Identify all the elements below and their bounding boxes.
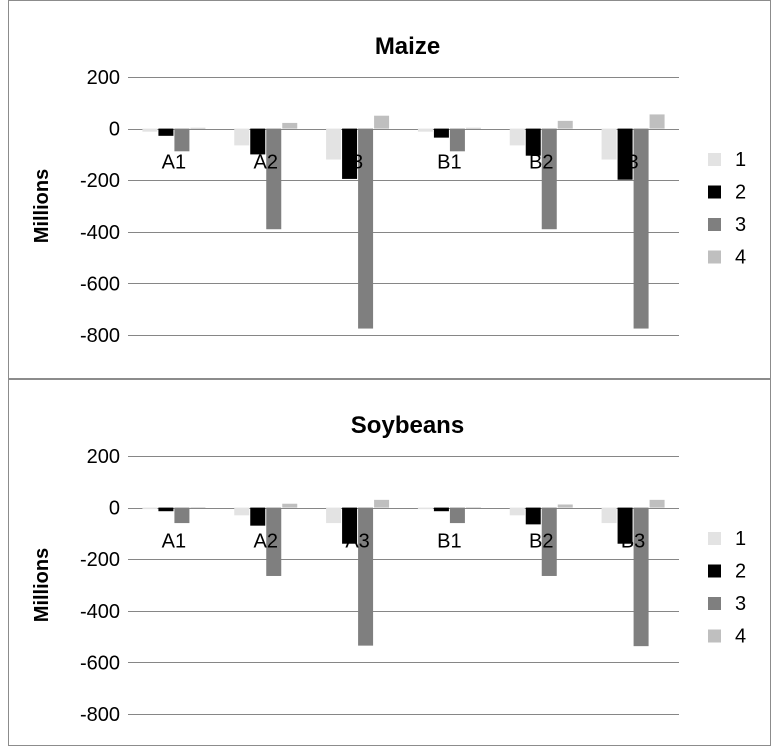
y-tick-label: -800 [80,704,120,726]
maize-chart-panel: 200 0 -200 -400 -600 -800 Maize Millions A1 A2 3 B1… [8,0,771,379]
bar-b1-series-2 [434,508,449,512]
legend-swatch-1 [708,532,721,545]
bar-b1-series-4 [466,507,481,508]
legend-swatch-3 [708,218,721,231]
bar-a2-series-4 [282,123,297,129]
bar-b3-series-1 [602,129,617,160]
category-label: A2 [254,152,278,174]
bar-a2-series-3 [266,129,281,230]
legend-swatch-4 [708,630,721,643]
bar-b2-series-2 [526,508,541,525]
legend-label-1: 1 [735,528,746,550]
category-label: 3 [628,152,639,174]
legend-swatch-3 [708,597,721,610]
y-axis-label: Millions [31,169,53,243]
soybeans-chart-panel: 200 0 -200 -400 -600 -800 Soybeans Millions A1 A2… [8,379,771,746]
bar-a2-series-1 [234,129,249,146]
bar-a3-series-4 [374,116,389,129]
legend-label-3: 3 [735,593,746,615]
category-label: A1 [162,152,186,174]
category-label: B2 [529,531,553,553]
bar-a3-series-4 [374,500,389,508]
category-label: B1 [437,531,461,553]
bar-b3-series-1 [602,508,617,523]
y-tick-label: -600 [80,652,120,674]
legend-label-4: 4 [735,247,746,269]
bar-a2-series-1 [234,508,249,516]
bar-a1-series-1 [142,129,157,132]
legend-label-3: 3 [735,214,746,236]
bar-a1-series-1 [142,508,157,510]
bar-a3-series-3 [358,508,373,646]
bar-a1-series-2 [158,129,173,136]
bar-b2-series-4 [558,505,573,508]
bar-a1-series-3 [174,129,189,152]
category-label: A3 [345,531,369,553]
bar-a1-series-4 [190,507,205,508]
y-tick-label: -200 [80,170,120,192]
y-tick-label: 200 [87,67,120,89]
y-tick-label: -600 [80,273,120,295]
bar-b2-series-1 [510,508,525,516]
bar-b1-series-1 [418,129,433,132]
bar-b1-series-3 [450,129,465,152]
legend-swatch-1 [708,153,721,166]
category-label: B3 [621,531,645,553]
chart-title: Soybeans [351,412,464,439]
category-label: B2 [529,152,553,174]
y-tick-label: -800 [80,325,120,347]
bar-a1-series-3 [174,508,189,523]
bar-a3-series-1 [326,508,341,523]
legend-label-1: 1 [735,149,746,171]
bar-a2-series-2 [250,129,265,155]
bar-b1-series-2 [434,129,449,138]
y-axis-label: Millions [31,548,53,622]
y-tick-label: 0 [109,119,120,141]
y-tick-label: -400 [80,601,120,623]
bar-b3-series-3 [634,508,649,647]
legend-swatch-2 [708,186,721,199]
bar-b1-series-4 [466,128,481,129]
soybeans-chart: 200 0 -200 -400 -600 -800 Soybeans Millions A1 A2… [8,379,771,746]
y-tick-label: -400 [80,222,120,244]
bar-a2-series-2 [250,508,265,526]
legend-swatch-4 [708,251,721,264]
bar-b3-series-4 [650,114,665,128]
legend-label-2: 2 [735,561,746,583]
y-tick-label: -200 [80,549,120,571]
bar-b2-series-4 [558,121,573,129]
bar-a1-series-4 [190,128,205,129]
category-label: A2 [254,531,278,553]
bar-b1-series-3 [450,508,465,523]
legend-label-4: 4 [735,626,746,648]
bar-b2-series-1 [510,129,525,146]
category-label: A1 [162,531,186,553]
bar-b2-series-3 [542,129,557,230]
legend-label-2: 2 [735,182,746,204]
bar-b1-series-1 [418,508,433,510]
bar-a1-series-2 [158,508,173,512]
category-label: B1 [437,152,461,174]
bar-b3-series-4 [650,500,665,508]
chart-title: Maize [375,33,440,60]
bar-a2-series-4 [282,504,297,508]
maize-chart: 200 0 -200 -400 -600 -800 Maize Millions A1 A2 3 B1… [8,0,771,379]
y-tick-label: 0 [109,498,120,520]
legend-swatch-2 [708,565,721,578]
y-tick-label: 200 [87,446,120,468]
category-label: 3 [352,152,363,174]
bar-a3-series-1 [326,129,341,160]
